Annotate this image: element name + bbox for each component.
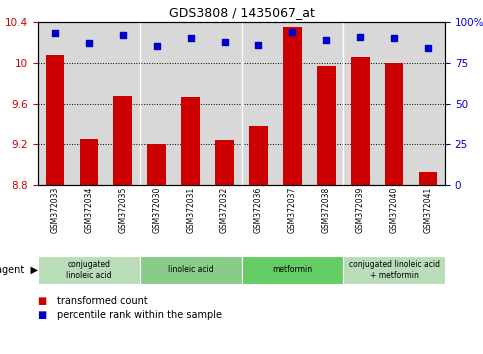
Text: GSM372036: GSM372036 (254, 187, 263, 233)
Bar (114, 96, 132, 185)
Text: percentile rank within the sample: percentile rank within the sample (57, 310, 222, 320)
Bar (317, 66, 336, 185)
Text: conjugated linoleic acid
+ metformin: conjugated linoleic acid + metformin (349, 260, 440, 280)
Point (51, 30, 59, 36)
Bar (38, 256, 140, 284)
Text: GSM372038: GSM372038 (322, 187, 331, 233)
Title: GDS3808 / 1435067_at: GDS3808 / 1435067_at (169, 6, 314, 19)
Bar (215, 140, 234, 185)
Text: GSM372039: GSM372039 (355, 187, 365, 233)
Bar (181, 97, 200, 185)
Text: metformin: metformin (272, 266, 313, 274)
Point (288, 29, 296, 35)
Bar (343, 256, 445, 284)
Point (221, 39, 228, 44)
Text: transformed count: transformed count (57, 296, 148, 306)
Text: linoleic acid: linoleic acid (168, 266, 213, 274)
Bar (419, 172, 438, 185)
Point (323, 37, 330, 43)
Text: GSM372030: GSM372030 (152, 187, 161, 233)
Bar (80, 139, 98, 185)
Text: GSM372033: GSM372033 (50, 187, 59, 233)
Text: conjugated
linoleic acid: conjugated linoleic acid (66, 260, 112, 280)
Text: agent  ▶: agent ▶ (0, 265, 38, 275)
Bar (283, 27, 302, 185)
Point (85, 40, 93, 46)
Bar (385, 63, 403, 185)
Point (255, 42, 262, 48)
Text: GSM372032: GSM372032 (220, 187, 229, 233)
Point (153, 44, 160, 49)
Bar (242, 256, 343, 284)
Bar (140, 256, 242, 284)
Point (187, 35, 195, 41)
Point (390, 35, 398, 41)
Bar (351, 57, 369, 185)
Bar (45, 55, 64, 185)
Point (424, 45, 432, 51)
Point (119, 32, 127, 38)
Text: GSM372041: GSM372041 (424, 187, 433, 233)
Text: GSM372031: GSM372031 (186, 187, 195, 233)
Text: GSM372035: GSM372035 (118, 187, 128, 233)
Bar (249, 126, 268, 185)
Bar (147, 144, 166, 185)
Text: GSM372034: GSM372034 (85, 187, 93, 233)
Text: GSM372037: GSM372037 (288, 187, 297, 233)
Point (356, 34, 364, 40)
Text: GSM372040: GSM372040 (390, 187, 398, 233)
Text: ■: ■ (38, 296, 50, 306)
Text: ■: ■ (38, 310, 50, 320)
